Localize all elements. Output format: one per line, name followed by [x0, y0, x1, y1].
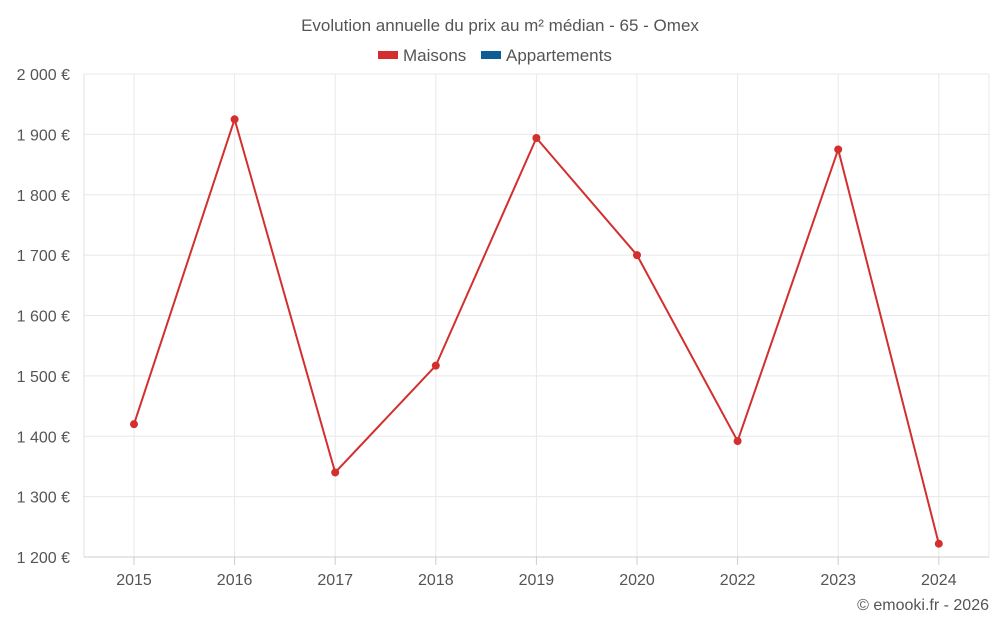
y-tick-label: 1 500 €	[17, 369, 70, 386]
grid	[84, 73, 989, 558]
data-point[interactable]	[230, 115, 239, 124]
y-tick-label: 1 800 €	[17, 188, 70, 205]
axes: 1 200 € 1 300 € 1 400 € 1 500 € 1 600 € 1 700…	[17, 67, 990, 589]
y-tick-label: 1 600 €	[17, 309, 70, 326]
y-tick-label: 1 200 €	[17, 550, 70, 567]
y-tick-label: 2 000 €	[17, 67, 70, 84]
data-point[interactable]	[532, 133, 541, 142]
x-tick-label: 2019	[519, 572, 555, 589]
footer-credit: © emooki.fr - 2026	[857, 597, 989, 614]
x-tick-label: 2015	[116, 572, 152, 589]
chart-title: Evolution annuelle du prix au m² médian …	[301, 16, 699, 35]
data-point[interactable]	[130, 420, 138, 429]
data-point[interactable]	[834, 145, 843, 154]
data-point[interactable]	[934, 539, 943, 548]
y-tick-label: 1 400 €	[17, 429, 70, 446]
x-tick-label: 2020	[619, 572, 655, 589]
legend-item-appartements[interactable]: Appartements	[481, 46, 612, 65]
data-point[interactable]	[431, 361, 440, 370]
legend-swatch-maisons	[378, 51, 398, 59]
x-tick-label: 2023	[820, 572, 856, 589]
data-point[interactable]	[733, 437, 742, 446]
data-point[interactable]	[331, 468, 340, 477]
y-tick-label: 1 700 €	[17, 248, 70, 265]
series	[130, 115, 943, 548]
y-tick-label: 1 900 €	[17, 127, 70, 144]
legend-label-maisons: Maisons	[403, 46, 466, 65]
legend: Maisons Appartements	[378, 46, 612, 65]
data-point[interactable]	[633, 251, 641, 260]
legend-item-maisons[interactable]: Maisons	[378, 46, 466, 65]
x-tick-label: 2018	[418, 572, 454, 589]
x-tick-label: 2016	[217, 572, 253, 589]
y-tick-label: 1 300 €	[17, 490, 70, 507]
x-tick-label: 2022	[720, 572, 756, 589]
legend-label-appartements: Appartements	[506, 46, 612, 65]
x-tick-label: 2024	[921, 572, 957, 589]
x-tick-label: 2017	[317, 572, 353, 589]
legend-swatch-appartements	[481, 51, 501, 59]
